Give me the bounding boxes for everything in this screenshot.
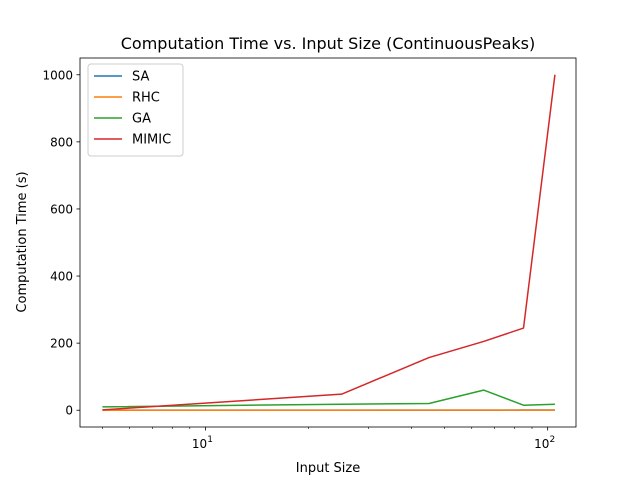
y-axis-label: Computation Time (s) [15, 171, 30, 312]
legend-label-ga: GA [132, 112, 151, 127]
y-tick-label: 600 [50, 202, 73, 216]
x-tick-label: 102 [534, 435, 555, 451]
y-tick-label: 800 [50, 135, 73, 149]
legend: SA RHC GA MIMIC [88, 64, 183, 156]
y-tick-label: 0 [65, 404, 73, 418]
x-tick-label: 101 [192, 435, 213, 451]
legend-label-sa: SA [132, 70, 149, 85]
x-axis-label: Input Size [296, 461, 360, 476]
legend-label-rhc: RHC [132, 91, 160, 106]
y-tick-label: 400 [50, 270, 73, 284]
y-tick-label: 200 [50, 337, 73, 351]
chart-title: Computation Time vs. Input Size (Continu… [121, 34, 536, 53]
series-line-ga [102, 390, 555, 407]
legend-label-mimic: MIMIC [132, 133, 171, 148]
y-tick-label: 1000 [42, 68, 73, 82]
